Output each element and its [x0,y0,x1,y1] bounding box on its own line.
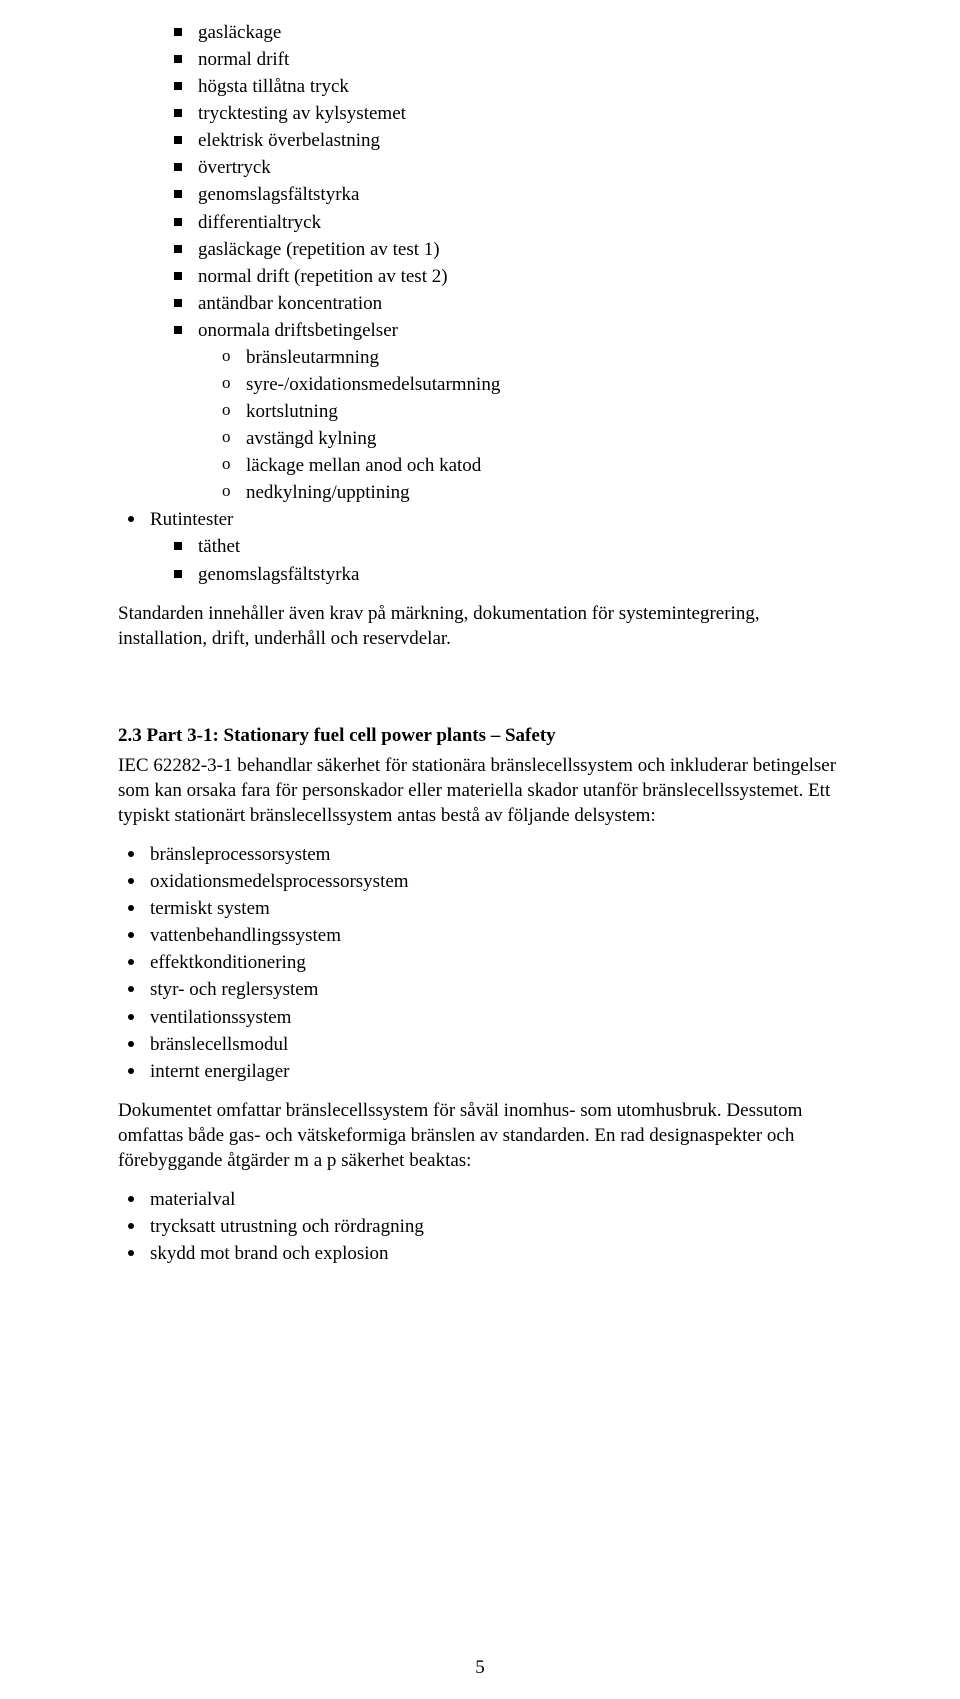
list-item: gasläckage [170,20,840,45]
list-item: normal drift (repetition av test 2) [170,264,840,289]
list-item: trycksatt utrustning och rördragning [122,1214,840,1239]
page-number: 5 [0,1657,960,1679]
list-item: nedkylning/upptining [218,480,840,505]
list-item: gasläckage (repetition av test 1) [170,237,840,262]
paragraph-iec: IEC 62282-3-1 behandlar säkerhet för sta… [118,753,840,828]
list-item: Rutintester [122,507,840,532]
list-item: elektrisk överbelastning [170,128,840,153]
test-list: gasläckage normal drift högsta tillåtna … [170,20,840,343]
paragraph-document-scope: Dokumentet omfattar bränslecellssystem f… [118,1098,840,1173]
list-item: läckage mellan anod och katod [218,453,840,478]
conditions-sublist: bränsleutarmning syre-/oxidationsmedelsu… [218,345,840,505]
list-item: ventilationssystem [122,1005,840,1030]
list-item: bränsleprocessorsystem [122,842,840,867]
list-item: genomslagsfältstyrka [170,182,840,207]
list-item: internt energilager [122,1059,840,1084]
paragraph-standard: Standarden innehåller även krav på märkn… [118,601,840,651]
list-item: bränsleutarmning [218,345,840,370]
list-item: syre-/oxidationsmedelsutarmning [218,372,840,397]
list-item: oxidationsmedelsprocessorsystem [122,869,840,894]
list-item: kortslutning [218,399,840,424]
list-item: materialval [122,1187,840,1212]
document-page: gasläckage normal drift högsta tillåtna … [0,0,960,1699]
list-item: övertryck [170,155,840,180]
list-item: vattenbehandlingssystem [122,923,840,948]
list-item: bränslecellsmodul [122,1032,840,1057]
list-item: trycktesting av kylsystemet [170,101,840,126]
list-item: skydd mot brand och explosion [122,1241,840,1266]
rutintester-sublist: täthet genomslagsfältstyrka [170,534,840,586]
subsystems-list: bränsleprocessorsystem oxidationsmedelsp… [122,842,840,1084]
list-item: differentialtryck [170,210,840,235]
list-item: högsta tillåtna tryck [170,74,840,99]
list-item: effektkonditionering [122,950,840,975]
list-item: onormala driftsbetingelser [170,318,840,343]
list-item: genomslagsfältstyrka [170,562,840,587]
rutintester-list: Rutintester [122,507,840,532]
section-2-3-heading: 2.3 Part 3-1: Stationary fuel cell power… [118,725,840,747]
list-item: täthet [170,534,840,559]
design-aspects-list: materialval trycksatt utrustning och rör… [122,1187,840,1266]
list-item: avstängd kylning [218,426,840,451]
list-item: styr- och reglersystem [122,977,840,1002]
list-item: normal drift [170,47,840,72]
list-item: termiskt system [122,896,840,921]
list-item: antändbar koncentration [170,291,840,316]
